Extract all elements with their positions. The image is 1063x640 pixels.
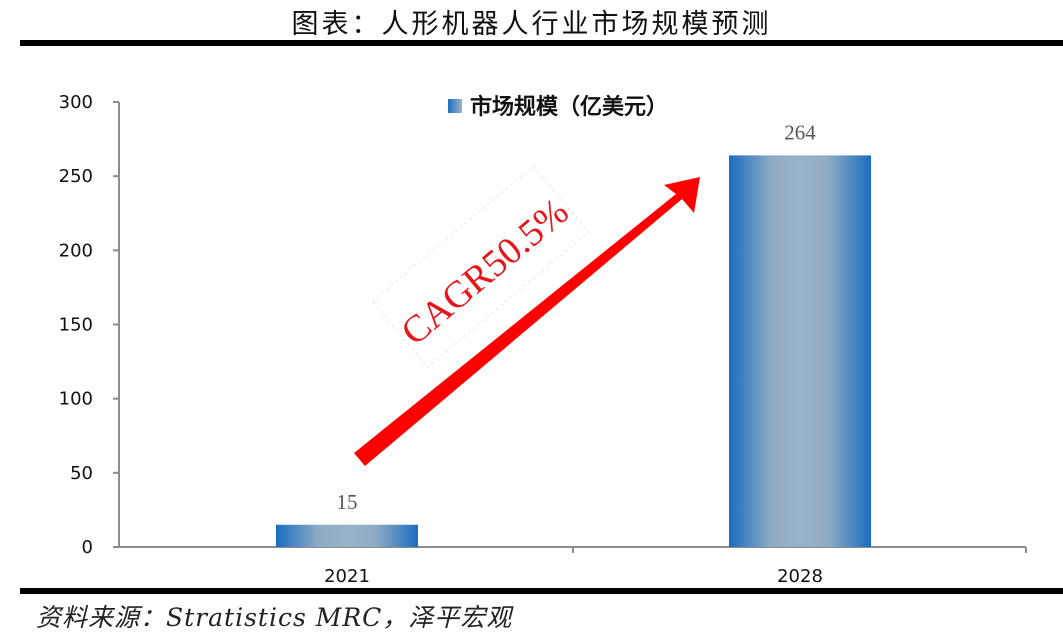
data-label: 264: [784, 120, 816, 144]
y-axis: 0 50 100 150 200 250 300: [59, 92, 120, 558]
y-tick-label: 200: [59, 240, 93, 261]
cagr-textbox: [371, 165, 590, 368]
y-tick-label: 100: [59, 389, 93, 410]
y-tick-label: 50: [70, 463, 93, 484]
y-tick-label: 150: [59, 315, 93, 336]
chart-title: 图表：人形机器人行业市场规模预测: [291, 9, 772, 40]
x-axis: [113, 546, 1027, 553]
data-label: 15: [337, 490, 358, 514]
y-tick-label: 250: [59, 166, 93, 187]
bar-2028: [729, 155, 871, 547]
title-divider: [20, 40, 1063, 46]
source-note: 资料来源：Stratistics MRC，泽平宏观: [36, 603, 513, 632]
x-category-label: 2028: [777, 566, 823, 587]
y-tick-label: 300: [59, 92, 93, 113]
cagr-annotation: CAGR50.5%: [354, 165, 700, 466]
growth-arrow-icon: [354, 177, 700, 466]
legend-swatch: [448, 99, 462, 113]
x-category-label: 2021: [324, 566, 370, 587]
legend: 市场规模（亿美元）: [448, 94, 668, 120]
bar-series: 15 2021 264 2028: [276, 120, 871, 587]
bar-2021: [276, 524, 418, 547]
y-tick-label: 0: [82, 537, 93, 558]
legend-label: 市场规模（亿美元）: [470, 94, 668, 120]
source-divider: [20, 588, 1063, 594]
